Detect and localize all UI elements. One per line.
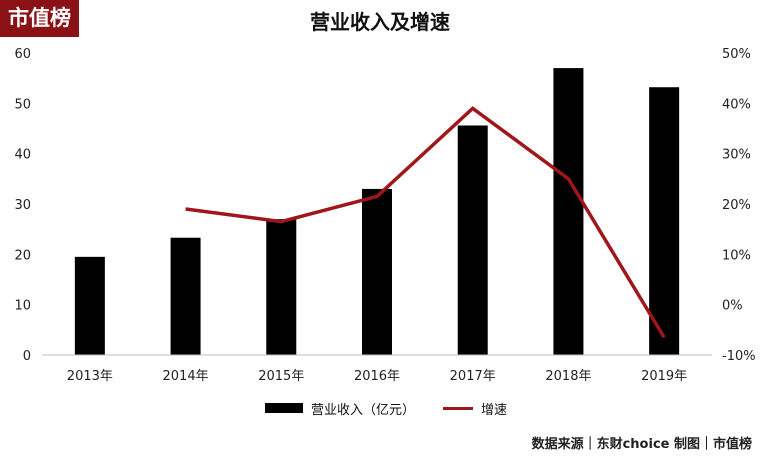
right-tick-label: 50% bbox=[722, 47, 751, 62]
right-tick-label: 10% bbox=[722, 248, 751, 263]
data-source-note: 数据来源｜东财choice 制图｜市值榜 bbox=[531, 437, 752, 452]
left-tick-label: 10 bbox=[14, 299, 31, 314]
legend-label-revenue: 营业收入（亿元） bbox=[311, 402, 416, 418]
revenue-bars bbox=[74, 68, 680, 355]
right-tick-label: 0% bbox=[722, 299, 743, 314]
right-tick-label: 40% bbox=[722, 97, 751, 112]
left-tick-label: 60 bbox=[14, 47, 31, 62]
legend-item-growth: 增速 bbox=[443, 397, 507, 419]
chart-title: 营业收入及增速 bbox=[310, 10, 450, 34]
right-tick-label: 30% bbox=[722, 148, 751, 163]
x-tick-label: 2015年 bbox=[258, 369, 304, 384]
x-tick-label: 2019年 bbox=[641, 369, 687, 384]
x-tick-label: 2013年 bbox=[67, 369, 113, 384]
revenue-bar bbox=[170, 237, 201, 355]
left-tick-label: 50 bbox=[14, 97, 31, 112]
right-tick-label: 20% bbox=[722, 198, 751, 213]
revenue-bar bbox=[457, 125, 488, 355]
legend-line-swatch bbox=[443, 406, 473, 410]
x-tick-label: 2014年 bbox=[163, 369, 209, 384]
left-tick-label: 30 bbox=[14, 198, 31, 213]
legend-label-growth: 增速 bbox=[481, 402, 508, 418]
left-tick-label: 20 bbox=[14, 248, 31, 263]
growth-line-group bbox=[185, 106, 666, 339]
revenue-bar bbox=[553, 68, 584, 355]
right-tick-label: -10% bbox=[722, 349, 756, 364]
revenue-growth-chart: 0 10 20 30 40 50 60 -10% 0% 10% 20% 30% 40% 50% 2013… bbox=[14, 47, 756, 384]
brand-logo: 市值榜 bbox=[0, 0, 79, 37]
revenue-bar bbox=[74, 256, 105, 355]
chart-legend: 营业收入（亿元） 增速 bbox=[0, 397, 760, 419]
x-axis-ticks: 2013年 2014年 2015年 2016年 2017年 2018年 2019年 bbox=[67, 369, 687, 384]
revenue-bar bbox=[649, 87, 680, 355]
legend-bar-swatch bbox=[265, 403, 303, 413]
x-tick-label: 2016年 bbox=[354, 369, 400, 384]
x-tick-label: 2017年 bbox=[450, 369, 496, 384]
growth-line bbox=[185, 106, 666, 339]
right-axis-ticks: -10% 0% 10% 20% 30% 40% 50% bbox=[722, 47, 756, 364]
left-axis-ticks: 0 10 20 30 40 50 60 bbox=[14, 47, 31, 364]
revenue-bar bbox=[266, 219, 297, 355]
left-tick-label: 40 bbox=[14, 148, 31, 163]
revenue-bar bbox=[362, 188, 392, 355]
left-tick-label: 0 bbox=[23, 349, 31, 364]
legend-item-revenue: 营业收入（亿元） bbox=[265, 397, 415, 419]
x-tick-label: 2018年 bbox=[545, 369, 591, 384]
